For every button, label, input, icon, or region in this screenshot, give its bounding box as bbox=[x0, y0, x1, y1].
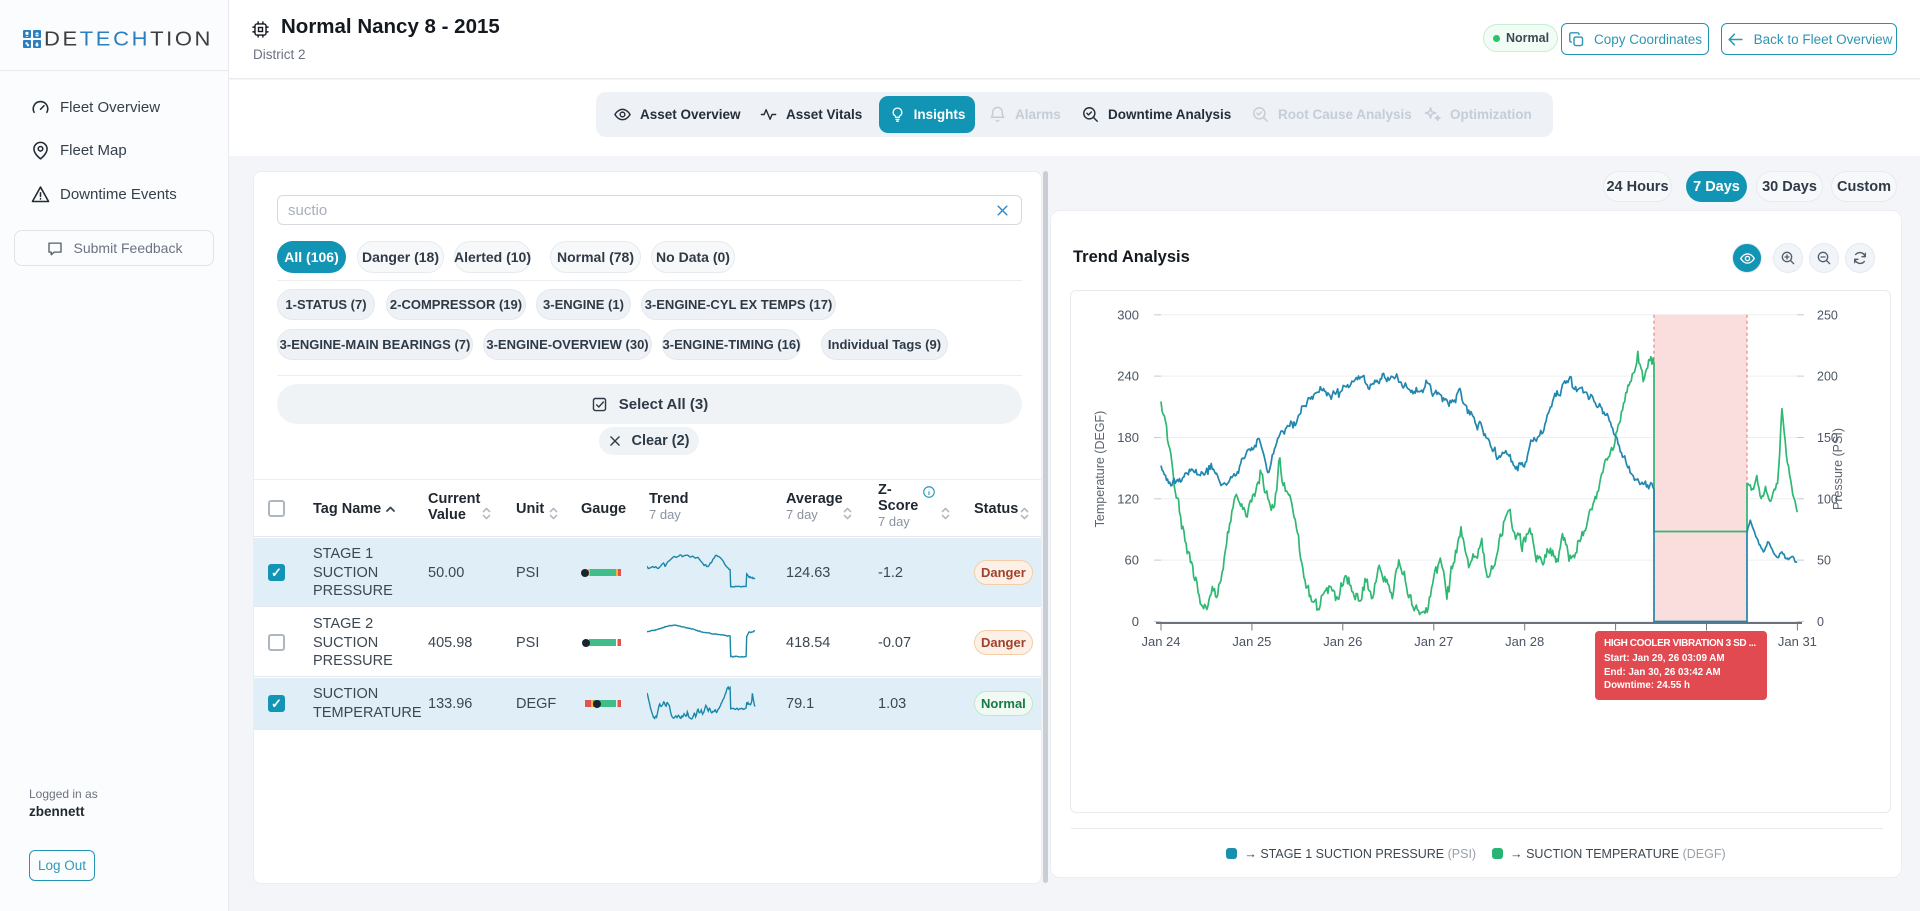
svg-text:300: 300 bbox=[1117, 307, 1139, 322]
svg-text:Jan 31: Jan 31 bbox=[1778, 634, 1817, 649]
svg-text:100: 100 bbox=[1817, 492, 1838, 506]
svg-text:Temperature (DEGF): Temperature (DEGF) bbox=[1093, 411, 1107, 528]
svg-text:150: 150 bbox=[1817, 431, 1838, 445]
svg-text:Jan 24: Jan 24 bbox=[1141, 634, 1180, 649]
svg-text:50: 50 bbox=[1817, 554, 1831, 568]
svg-text:250: 250 bbox=[1817, 308, 1838, 322]
svg-text:Jan 25: Jan 25 bbox=[1232, 634, 1271, 649]
svg-text:Jan 26: Jan 26 bbox=[1323, 634, 1362, 649]
svg-text:Jan 28: Jan 28 bbox=[1505, 634, 1544, 649]
svg-text:200: 200 bbox=[1817, 370, 1838, 384]
svg-text:180: 180 bbox=[1117, 430, 1139, 445]
svg-text:Jan 27: Jan 27 bbox=[1414, 634, 1453, 649]
svg-text:0: 0 bbox=[1817, 615, 1824, 629]
svg-text:60: 60 bbox=[1125, 553, 1139, 568]
svg-text:Pressure (PSI): Pressure (PSI) bbox=[1831, 428, 1845, 510]
svg-text:0: 0 bbox=[1132, 614, 1139, 629]
svg-text:240: 240 bbox=[1117, 369, 1139, 384]
svg-text:120: 120 bbox=[1117, 491, 1139, 506]
